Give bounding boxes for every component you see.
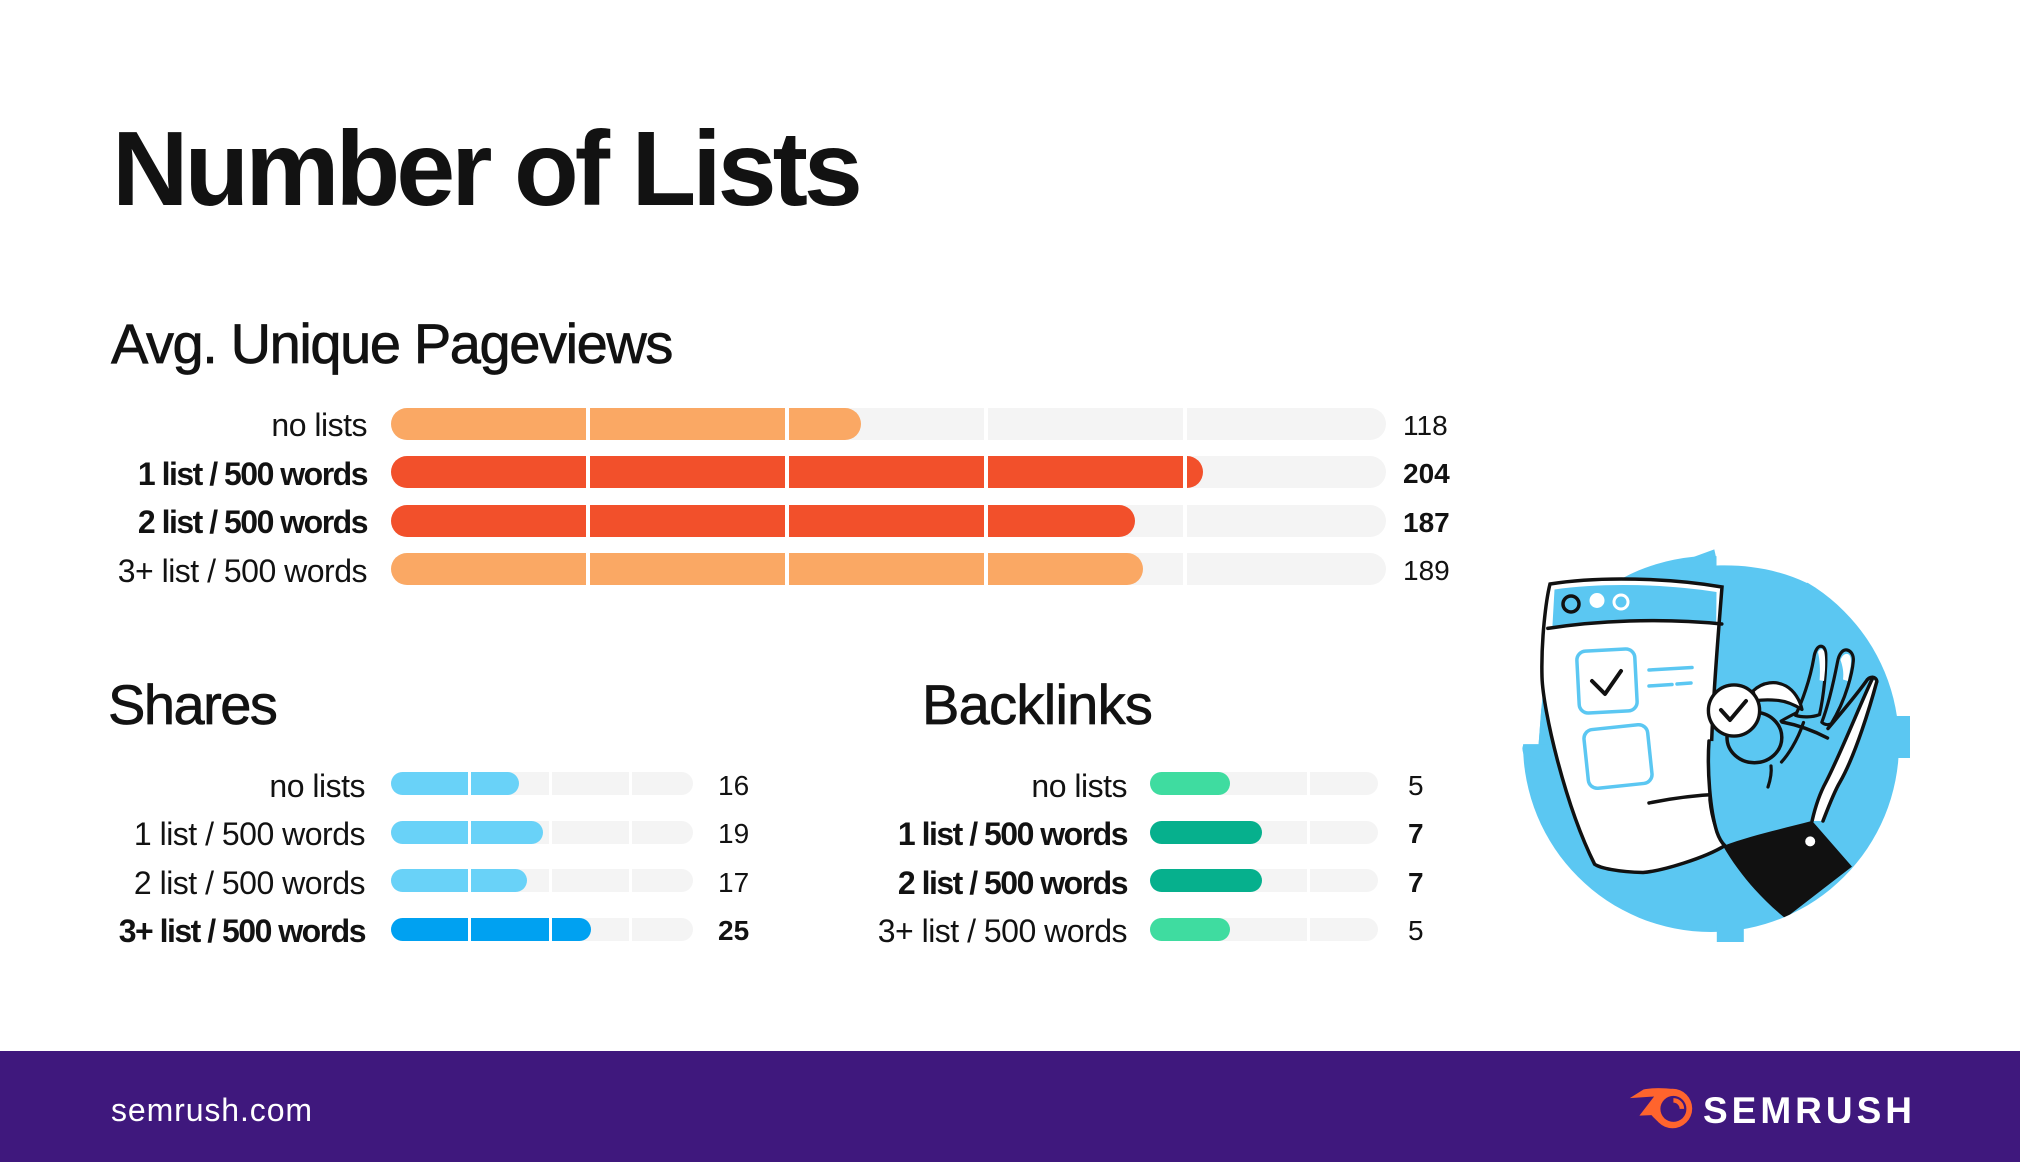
svg-text:SEMRUSH: SEMRUSH <box>1703 1090 1916 1131</box>
